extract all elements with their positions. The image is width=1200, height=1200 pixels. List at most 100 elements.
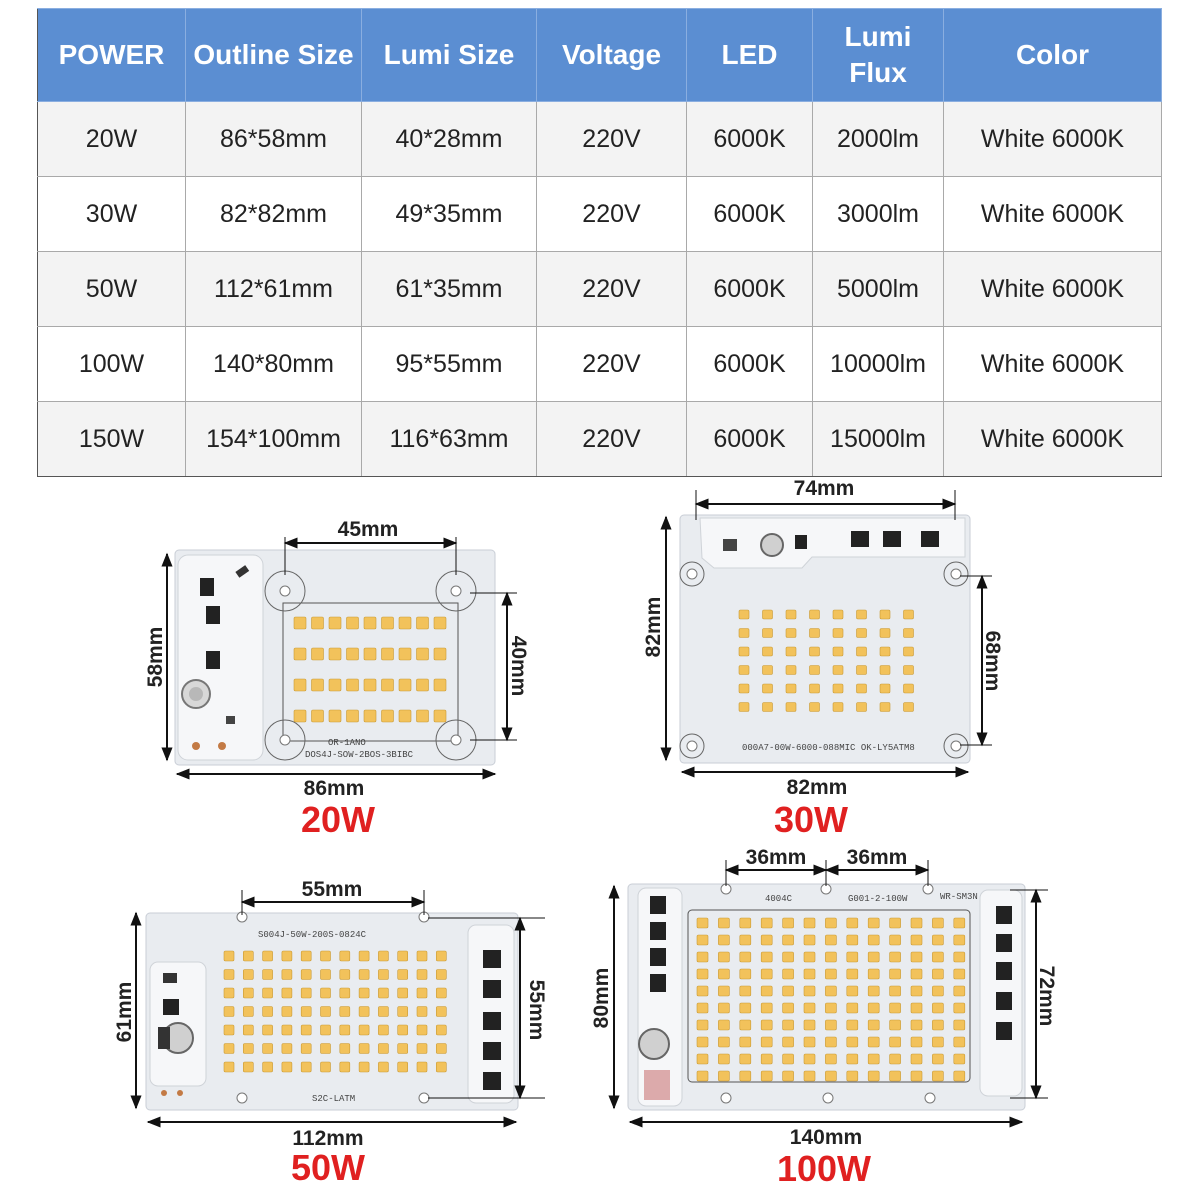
led-chip	[932, 951, 944, 963]
silkscreen-text: S2C-LATM	[312, 1094, 355, 1104]
led-chip	[416, 987, 428, 999]
led-chip	[416, 678, 429, 692]
led-chip	[223, 950, 235, 962]
led-chip	[435, 969, 447, 980]
led-chip	[320, 1024, 331, 1036]
dim-label-spacing: 55mm	[302, 878, 363, 901]
silkscreen-text: 000A7-00W-6000-088MIC OK-LY5ATM8	[742, 743, 915, 753]
ic-chip	[163, 999, 179, 1015]
mount-hole	[720, 883, 732, 895]
table-row: 100W 140*80mm 95*55mm 220V 6000K 10000lm…	[37, 326, 1162, 402]
led-chip	[346, 616, 359, 630]
led-chip	[397, 1061, 409, 1073]
led-chip	[739, 951, 752, 963]
led-chip	[953, 1053, 966, 1065]
led-chip	[953, 934, 966, 946]
led-chip	[397, 969, 409, 980]
led-chip	[433, 678, 447, 692]
cell-color: White 6000K	[943, 401, 1162, 477]
driver-area	[699, 517, 966, 569]
driver-area	[467, 924, 515, 1104]
led-chip	[782, 985, 794, 997]
silkscreen-text: G001-2-100W	[848, 894, 908, 904]
led-chip	[416, 1006, 428, 1017]
led-chip	[435, 1061, 447, 1073]
led-chip	[223, 1061, 235, 1073]
led-chip	[903, 609, 914, 620]
mount-hole	[435, 719, 477, 761]
led-chip	[953, 1070, 966, 1082]
led-chip	[300, 1024, 312, 1036]
led-chip	[889, 951, 901, 963]
mount-hole	[943, 561, 969, 587]
dim-label-lumi: 72mm	[1035, 966, 1058, 1027]
board-50w: S004J-50W-200S-0824C S2C-LATM 55mm 61mm …	[113, 878, 548, 1188]
ic-chip	[996, 962, 1012, 980]
led-chip	[903, 646, 914, 657]
led-chip	[867, 968, 880, 980]
led-chip	[910, 934, 923, 946]
cell-voltage: 220V	[536, 251, 687, 327]
mount-hole	[924, 1092, 936, 1104]
mount-hole	[679, 733, 705, 759]
led-chip	[223, 987, 235, 999]
ic-chip	[483, 1072, 501, 1090]
led-chip	[879, 628, 891, 638]
led-chip	[262, 1061, 273, 1073]
led-chip	[718, 951, 730, 963]
dim-label-spacing-2: 36mm	[847, 846, 908, 869]
led-chip	[889, 1019, 901, 1031]
led-chip	[825, 968, 837, 980]
led-chip	[889, 917, 901, 929]
mount-hole	[264, 719, 306, 761]
led-chip	[762, 609, 773, 620]
led-chip	[363, 647, 377, 661]
led-chip	[889, 985, 901, 997]
mount-hole	[435, 570, 477, 612]
led-chip	[328, 709, 342, 723]
ic-chip	[723, 539, 737, 551]
led-chip	[243, 950, 254, 962]
led-chip	[363, 709, 377, 723]
led-chip	[760, 1019, 773, 1031]
cell-voltage: 220V	[536, 401, 687, 477]
pcb-board	[627, 883, 1026, 1111]
led-chip	[363, 616, 377, 630]
ic-chip	[200, 578, 214, 596]
dim-label-width: 82mm	[787, 776, 848, 799]
table-row: 50W 112*61mm 61*35mm 220V 6000K 5000lm W…	[37, 251, 1162, 327]
led-chip	[346, 647, 359, 661]
led-chip	[825, 1070, 837, 1082]
led-chip	[738, 609, 750, 620]
ic-chip	[883, 531, 901, 547]
led-chip	[867, 1053, 880, 1065]
led-chip	[782, 1019, 794, 1031]
capacitor	[181, 679, 211, 709]
mount-hole	[820, 883, 832, 895]
led-chip	[346, 678, 359, 692]
led-chip	[832, 702, 844, 712]
cell-color: White 6000K	[943, 176, 1162, 252]
led-chip	[696, 1053, 709, 1065]
led-chip	[223, 1043, 235, 1054]
led-chip	[416, 1043, 428, 1054]
cell-lumi-size: 61*35mm	[361, 251, 537, 327]
cell-power: 100W	[37, 326, 186, 402]
led-chip	[435, 1043, 447, 1054]
led-chip	[416, 1024, 428, 1036]
led-chip	[785, 683, 797, 694]
led-chip	[435, 987, 447, 999]
led-chip	[903, 702, 914, 712]
capacitor	[638, 1028, 670, 1060]
ic-chip	[483, 1012, 501, 1030]
led-chip	[762, 628, 773, 638]
led-chip	[803, 917, 816, 929]
led-chip	[262, 1043, 273, 1054]
led-chip	[358, 1024, 370, 1036]
led-chip	[856, 665, 867, 675]
table-row: 30W 82*82mm 49*35mm 220V 6000K 3000lm Wh…	[37, 176, 1162, 252]
cell-led: 6000K	[686, 401, 813, 477]
led-chip	[718, 1053, 730, 1065]
wire-pad	[218, 742, 226, 750]
led-chip	[398, 647, 412, 661]
